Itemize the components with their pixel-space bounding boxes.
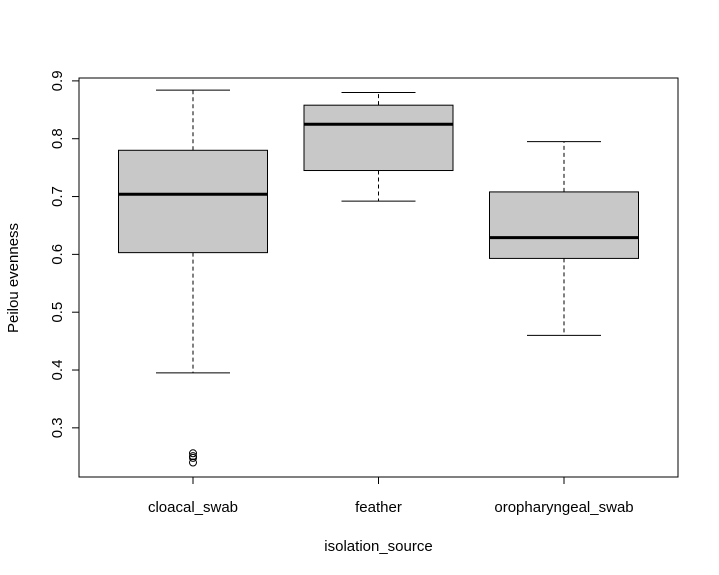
y-tick-label-0: 0.3 [49,417,66,438]
y-tick-label-6: 0.9 [49,70,66,91]
box-oropharyngeal_swab [489,141,639,336]
outlier-cloacal_swab-3 [189,458,197,467]
box-feather [303,91,454,202]
y-tick-label-3: 0.6 [49,244,66,265]
outlier-cloacal_swab-0 [189,449,197,458]
x-axis: cloacal_swab feather oropharyngeal_swab [148,476,634,516]
y-axis: 0.3 0.4 0.5 0.6 0.7 0.8 0.9 [49,70,80,438]
y-tick-label-4: 0.7 [49,186,66,207]
x-tick-label-cloacal_swab: cloacal_swab [148,499,238,516]
y-tick-label-1: 0.4 [49,360,66,381]
outlier-cloacal_swab-2 [189,453,197,462]
plot-area [118,89,639,467]
y-tick-label-5: 0.8 [49,128,66,149]
x-tick-label-feather: feather [355,499,402,516]
iqr-box-feather [303,104,454,172]
iqr-box-cloacal_swab [118,149,268,254]
y-axis-label: Peilou evenness [5,223,22,333]
x-axis-label: isolation_source [324,538,432,555]
x-tick-label-oropharyngeal_swab: oropharyngeal_swab [494,499,633,516]
box-cloacal_swab [118,89,268,467]
y-tick-label-2: 0.5 [49,302,66,323]
iqr-box-oropharyngeal_swab [489,191,639,259]
